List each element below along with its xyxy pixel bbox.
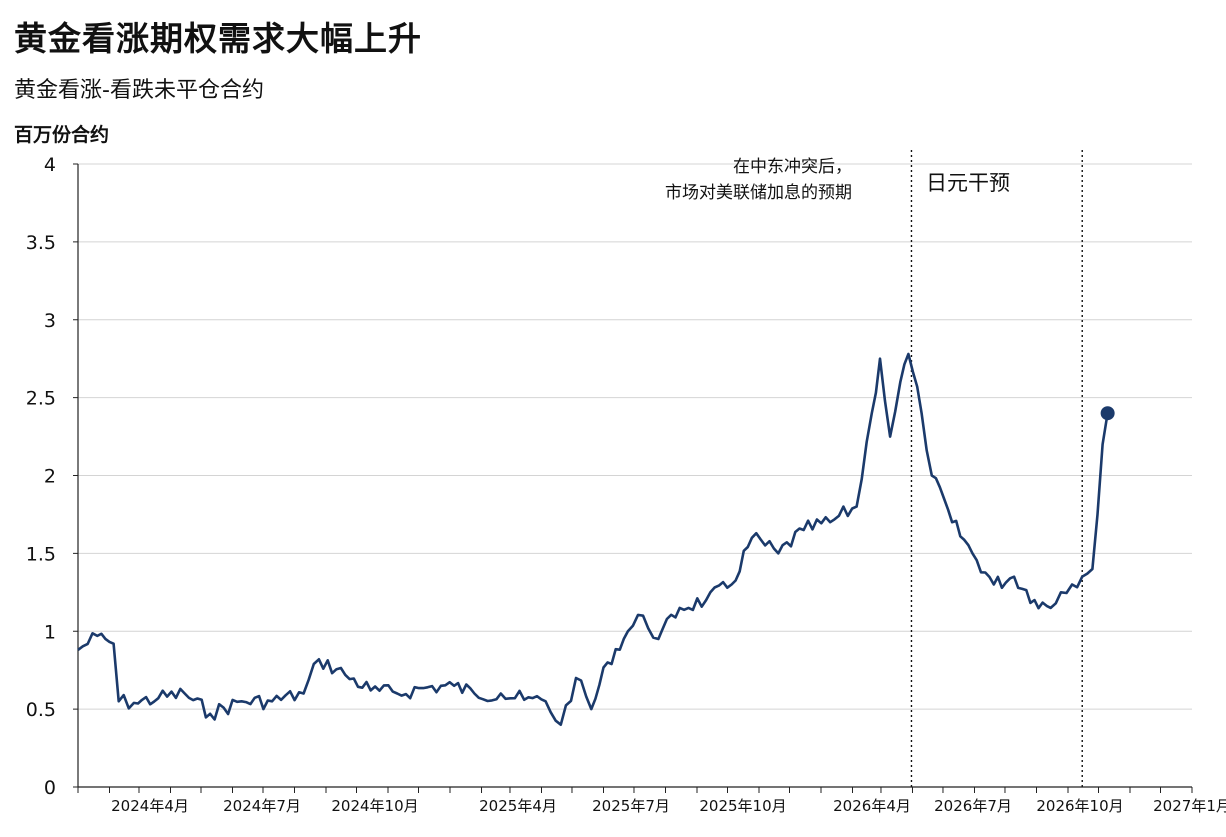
x-tick-label: 2026年4月 <box>833 797 911 815</box>
y-axis-ticks: 0 0.5 1 1.5 2 2.5 3 3.5 4 <box>26 154 78 799</box>
x-tick-label: 2024年7月 <box>223 797 301 815</box>
x-tick-label: 2025年4月 <box>479 797 557 815</box>
axes <box>77 164 1192 788</box>
x-tick-label: 2026年10月 <box>1036 797 1123 815</box>
x-tick-label: 2025年7月 <box>592 797 670 815</box>
annotation-text: 市场对美联储加息的预期 <box>665 183 852 203</box>
y-axis-unit-label: 百万份合约 <box>14 124 110 146</box>
x-tick-label: 2026年7月 <box>934 797 1012 815</box>
y-tick-label: 2 <box>44 466 56 488</box>
annotation-text: 日元干预 <box>926 171 1010 195</box>
annotation-text: 在中东冲突后， <box>733 157 852 177</box>
x-tick-label: 2025年10月 <box>699 797 786 815</box>
series-group <box>77 352 1115 726</box>
event-lines <box>910 150 1083 787</box>
y-tick-label: 3 <box>44 310 56 332</box>
annotations: 在中东冲突后， 市场对美联储加息的预期 日元干预 <box>665 157 1010 203</box>
y-tick-label: 1 <box>44 621 56 643</box>
x-tick-label: 2027年1月 <box>1153 797 1226 815</box>
end-point-marker <box>1100 406 1115 421</box>
y-tick-label: 0.5 <box>26 699 56 721</box>
series-line <box>77 352 1109 726</box>
y-tick-label: 1.5 <box>26 543 56 565</box>
x-tick-label: 2024年10月 <box>331 797 418 815</box>
gridlines <box>78 163 1192 710</box>
y-tick-label: 2.5 <box>26 388 56 410</box>
x-tick-label: 2024年4月 <box>111 797 189 815</box>
y-tick-label: 0 <box>44 777 56 799</box>
y-tick-label: 4 <box>44 154 56 176</box>
x-axis-ticks: 2024年4月 2024年7月 2024年10月 2025年4月 2025年7月 2025… <box>77 787 1226 815</box>
chart-title: 黄金看涨期权需求大幅上升 <box>14 19 422 58</box>
chart-subtitle: 黄金看涨-看跌未平仓合约 <box>14 78 264 103</box>
y-tick-label: 3.5 <box>26 232 56 254</box>
